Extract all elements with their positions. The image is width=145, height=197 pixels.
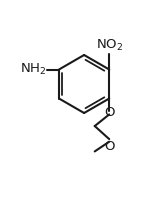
Text: NO$_2$: NO$_2$ bbox=[96, 38, 123, 53]
Text: O: O bbox=[104, 107, 114, 120]
Text: O: O bbox=[104, 140, 114, 153]
Text: NH$_2$: NH$_2$ bbox=[20, 62, 46, 77]
